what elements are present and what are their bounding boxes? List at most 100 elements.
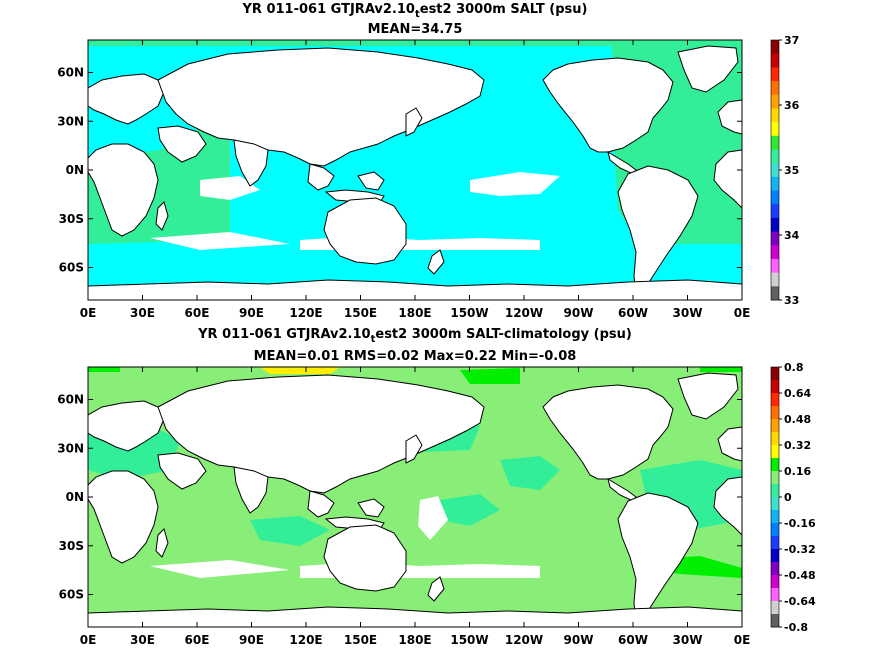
y-tick-label: 30S xyxy=(59,212,84,226)
y-tick-label: 60N xyxy=(57,66,84,80)
colorbar-swatch xyxy=(771,190,779,205)
x-tick-label: 60W xyxy=(618,306,648,320)
colorbar-label: 0.8 xyxy=(784,361,804,374)
x-tick-label: 120E xyxy=(289,306,322,320)
colorbar-swatch xyxy=(771,406,779,420)
colorbar-swatch xyxy=(771,562,779,576)
x-tick-label: 0E xyxy=(80,306,97,320)
x-tick-label: 60E xyxy=(185,633,210,647)
colorbar-label: -0.48 xyxy=(784,569,816,582)
colorbar-swatch xyxy=(771,217,779,233)
x-tick-label: 0E xyxy=(80,633,97,647)
colorbar-swatch xyxy=(771,272,779,287)
x-tick-label: 60E xyxy=(185,306,210,320)
panel-bottom-y-axis: 60N 30N 0N 30S 60S xyxy=(57,393,742,602)
field-patch xyxy=(700,367,742,372)
colorbar-label: -0.64 xyxy=(784,595,816,608)
colorbar-swatch xyxy=(771,471,779,485)
panel-top-colorbar: 37 36 35 34 33 xyxy=(770,34,800,307)
y-tick-label: 0N xyxy=(66,490,84,504)
y-tick-label: 0N xyxy=(66,163,84,177)
x-tick-label: 30E xyxy=(130,633,155,647)
x-tick-label: 150E xyxy=(344,633,377,647)
colorbar-swatch xyxy=(771,108,779,123)
field-patch xyxy=(88,367,120,372)
colorbar-swatch xyxy=(771,149,779,164)
y-tick-label: 60S xyxy=(59,261,84,275)
x-tick-label: 150W xyxy=(450,633,488,647)
x-tick-label: 120W xyxy=(505,633,543,647)
shallow-patch xyxy=(418,496,448,540)
x-tick-label: 30E xyxy=(130,306,155,320)
x-tick-label: 30W xyxy=(673,633,703,647)
colorbar-swatch xyxy=(771,419,779,433)
colorbar-label: 33 xyxy=(784,294,799,307)
panel-bottom: YR 011-061 GTJRAv2.10test2 3000m SALT-cl… xyxy=(57,327,816,647)
shallow-patch xyxy=(150,232,290,250)
colorbar-label: 0.64 xyxy=(784,387,811,400)
x-tick-label: 180E xyxy=(398,306,431,320)
colorbar-label: 35 xyxy=(784,164,799,177)
field-patch xyxy=(460,368,520,384)
colorbar-label: 0.16 xyxy=(784,465,811,478)
x-tick-label: 120E xyxy=(289,633,322,647)
panel-top-y-axis: 60N 30N 0N 30S 60S xyxy=(57,66,742,275)
x-tick-label: 90W xyxy=(564,633,594,647)
colorbar-swatch xyxy=(771,601,779,615)
y-tick-label: 30S xyxy=(59,539,84,553)
colorbar-swatch xyxy=(771,135,779,150)
shallow-patch xyxy=(200,176,260,200)
colorbar-swatch xyxy=(771,445,779,459)
colorbar-swatch xyxy=(771,231,779,246)
colorbar-swatch xyxy=(771,510,779,524)
y-tick-label: 60N xyxy=(57,393,84,407)
shallow-patch xyxy=(150,560,290,578)
colorbar-swatch xyxy=(771,286,779,301)
colorbar-swatch xyxy=(771,94,779,109)
colorbar-label: 0.48 xyxy=(784,413,811,426)
x-tick-label: 30W xyxy=(673,306,703,320)
colorbar-swatch xyxy=(771,380,779,394)
shallow-patch xyxy=(470,172,560,196)
colorbar-swatch xyxy=(771,258,779,274)
colorbar-label: 0 xyxy=(784,491,792,504)
panel-top-stats: MEAN=34.75 xyxy=(368,22,463,37)
colorbar-swatch xyxy=(771,523,779,537)
colorbar-swatch xyxy=(771,588,779,602)
panel-bottom-stats: MEAN=0.01 RMS=0.02 Max=0.22 Min=-0.08 xyxy=(254,349,577,364)
colorbar-swatch xyxy=(771,484,779,498)
x-tick-label: 0E xyxy=(734,633,751,647)
colorbar-swatch xyxy=(771,204,779,219)
x-tick-label: 90E xyxy=(239,306,264,320)
field-patch xyxy=(260,367,340,374)
panel-bottom-title: YR 011-061 GTJRAv2.10test2 3000m SALT-cl… xyxy=(197,327,632,345)
colorbar-swatch xyxy=(771,367,779,381)
y-tick-label: 30N xyxy=(57,441,84,455)
x-tick-label: 120W xyxy=(505,306,543,320)
field-patch xyxy=(500,456,560,490)
colorbar-swatch xyxy=(771,575,779,589)
x-tick-label: 90W xyxy=(564,306,594,320)
x-tick-label: 60W xyxy=(618,633,648,647)
panel-top-x-axis: 0E 30E 60E 90E 120E 150E 180E 150W 120W 90W 60W 30W… xyxy=(80,40,751,320)
x-tick-label: 90E xyxy=(239,633,264,647)
x-tick-label: 180E xyxy=(398,633,431,647)
colorbar-label: -0.8 xyxy=(784,621,808,634)
x-tick-label: 0E xyxy=(734,306,751,320)
colorbar-swatch xyxy=(771,497,779,511)
panel-top-title: YR 011-061 GTJRAv2.10test2 3000m SALT (p… xyxy=(242,2,588,20)
colorbar-swatch xyxy=(771,163,779,178)
colorbar-label: 37 xyxy=(784,34,799,47)
colorbar-swatch xyxy=(771,549,779,563)
colorbar-swatch xyxy=(771,458,779,472)
panel-top: YR 011-061 GTJRAv2.10test2 3000m SALT (p… xyxy=(57,2,799,320)
colorbar-label: 34 xyxy=(784,229,800,242)
colorbar-swatch xyxy=(771,536,779,550)
y-tick-label: 60S xyxy=(59,588,84,602)
colorbar-label: -0.16 xyxy=(784,517,816,530)
panel-bottom-colorbar: 0.8 0.64 0.48 0.32 0.16 0 -0.16 -0.32 -0.48 -0.64… xyxy=(770,361,816,634)
colorbar-label: 0.32 xyxy=(784,439,811,452)
y-tick-label: 30N xyxy=(57,114,84,128)
colorbar-swatch xyxy=(771,614,779,628)
